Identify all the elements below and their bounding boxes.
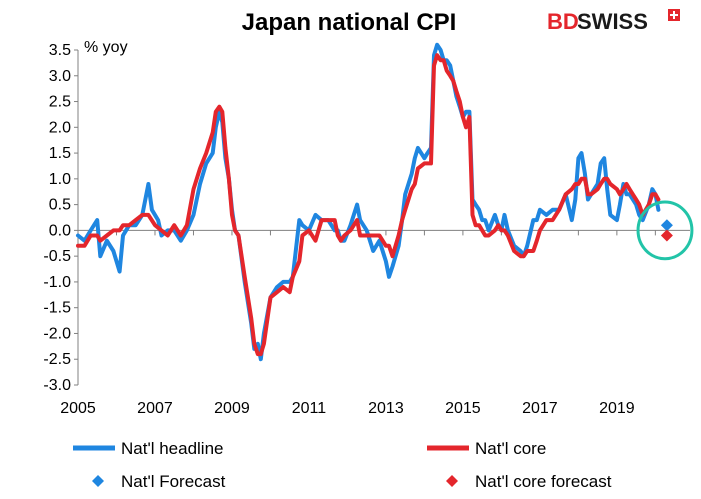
x-tick-label: 2005: [60, 400, 96, 417]
axes: 3.5 3.0 2.5 2.0 1.5 1.0 0.5 0.0 -0.5 -1.0 -1.5 -2.0…: [43, 42, 690, 417]
y-tick-label: -2.5: [43, 351, 71, 368]
y-axis-label: % yoy: [84, 39, 128, 56]
x-tick-label: 2009: [214, 400, 250, 417]
brand-logo: BD SWISS: [547, 9, 680, 34]
y-tick-label: 0.0: [49, 222, 71, 239]
y-tick-label: 3.5: [49, 42, 71, 59]
legend: Nat'l headline Nat'l core Nat'l Forecast…: [73, 439, 612, 491]
series-line-headline: [76, 42, 661, 362]
forecast-highlight-circle: [636, 200, 694, 261]
y-tick-label: -3.0: [43, 377, 71, 394]
legend-item-forecast: Nat'l Forecast: [92, 472, 226, 491]
y-tick-label: -1.5: [43, 300, 71, 317]
y-tick-label: 0.5: [49, 197, 71, 214]
x-tick-label: 2019: [599, 400, 635, 417]
legend-swatch-core-forecast-diamond-icon: [446, 475, 458, 487]
x-tick-label: 2017: [522, 400, 558, 417]
legend-label-core: Nat'l core: [475, 439, 546, 458]
forecast-point: [660, 219, 673, 232]
y-tick-label: 1.0: [49, 171, 71, 188]
forecast-point: [660, 229, 673, 242]
y-tick-label: -1.0: [43, 274, 71, 291]
chart-title: Japan national CPI: [242, 9, 457, 36]
y-tick-label: 1.5: [49, 145, 71, 162]
legend-item-headline: Nat'l headline: [73, 439, 223, 458]
logo-text-bd: BD: [547, 9, 579, 34]
legend-label-headline: Nat'l headline: [121, 439, 223, 458]
x-tick-label: 2015: [445, 400, 481, 417]
legend-item-core: Nat'l core: [427, 439, 546, 458]
annotation-layer: [636, 200, 694, 261]
y-tick-label: 3.0: [49, 68, 71, 85]
y-tick-label: -2.0: [43, 325, 71, 342]
x-tick-label: 2007: [137, 400, 173, 417]
y-tick-label: 2.0: [49, 119, 71, 136]
y-tick-label: 2.5: [49, 94, 71, 111]
logo-text-swiss: SWISS: [577, 9, 648, 34]
legend-item-core-forecast: Nat'l core forecast: [446, 472, 612, 491]
legend-label-forecast: Nat'l Forecast: [121, 472, 226, 491]
x-tick-label: 2011: [292, 400, 327, 417]
series-layer: [76, 42, 673, 362]
series-line-core: [76, 53, 661, 357]
logo-cross-icon: [668, 9, 680, 21]
y-tick-label: -0.5: [43, 248, 71, 265]
legend-label-core-forecast: Nat'l core forecast: [475, 472, 612, 491]
x-tick-label: 2013: [368, 400, 404, 417]
legend-swatch-forecast-diamond-icon: [92, 475, 104, 487]
